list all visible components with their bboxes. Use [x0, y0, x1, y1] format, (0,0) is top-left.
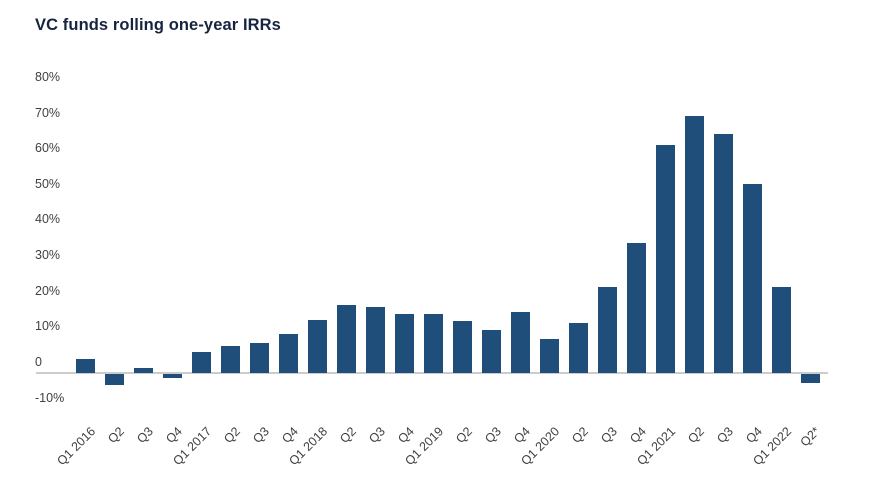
bar-q4: [626, 242, 646, 373]
bar-q4: [510, 312, 530, 373]
bar-q4: [742, 184, 762, 373]
chart-title: VC funds rolling one-year IRRs: [35, 16, 281, 34]
y-axis-tick-label: 10%: [35, 319, 61, 334]
y-axis-tick-label: -10%: [35, 390, 65, 405]
bar-q1-2017: [191, 351, 211, 373]
bar-q1-2021: [655, 144, 675, 373]
bar-q3: [713, 134, 733, 373]
x-axis-tick-label: Q4: [627, 424, 650, 446]
x-axis-tick-label: Q4: [279, 424, 302, 446]
y-axis-tick-label: 50%: [35, 176, 61, 191]
bar-q2: [220, 346, 240, 373]
y-axis-tick-label: 40%: [35, 212, 61, 227]
x-axis-tick-label: Q2: [105, 424, 128, 446]
x-axis-tick-label: Q4: [743, 424, 766, 446]
x-axis-tick-label: Q1 2016: [54, 424, 99, 469]
bar-q3: [597, 287, 617, 373]
bar-q1-2022: [771, 287, 791, 373]
bar-q4: [278, 333, 298, 373]
x-axis-tick-label: Q3: [250, 424, 273, 446]
bar-q2: [452, 321, 472, 373]
zero-axis-line: [36, 372, 828, 374]
x-axis-tick-label: Q2*: [798, 424, 824, 450]
bar-q2: [104, 374, 124, 385]
x-axis-tick-label: Q3: [714, 424, 737, 446]
bar-q2star: [800, 374, 820, 383]
bar-q3: [481, 330, 501, 373]
bar-q1-2020: [539, 339, 559, 373]
x-axis-tick-label: Q2: [337, 424, 360, 446]
y-axis-tick-label: 80%: [35, 69, 61, 84]
bar-q2: [684, 116, 704, 373]
x-axis-tick-label: Q3: [366, 424, 389, 446]
x-axis-tick-label: Q2: [685, 424, 708, 446]
x-axis-tick-label: Q4: [395, 424, 418, 446]
bar-q2: [568, 323, 588, 373]
x-axis-tick-label: Q2: [453, 424, 476, 446]
y-axis-tick-label: 30%: [35, 248, 61, 263]
bar-q3: [249, 342, 269, 373]
bar-q4: [394, 314, 414, 373]
bar-q4: [162, 374, 182, 378]
x-axis-tick-label: Q3: [134, 424, 157, 446]
x-axis-tick-label: Q2: [221, 424, 244, 446]
bar-q1-2016: [75, 358, 95, 373]
y-axis-tick-label: 60%: [35, 141, 61, 156]
x-axis-tick-label: Q3: [482, 424, 505, 446]
y-axis-tick-label: 20%: [35, 283, 61, 298]
x-axis-tick-label: Q2: [569, 424, 592, 446]
x-axis-tick-label: Q3: [598, 424, 621, 446]
x-axis-tick-label: Q4: [511, 424, 534, 446]
bar-q3: [133, 367, 153, 373]
y-axis-tick-label: 70%: [35, 105, 61, 120]
y-axis-tick-label: 0: [35, 355, 42, 369]
bar-q3: [365, 307, 385, 373]
bar-q2: [336, 305, 356, 373]
bar-q1-2018: [307, 319, 327, 373]
bar-q1-2019: [423, 314, 443, 373]
x-axis-tick-label: Q4: [163, 424, 186, 446]
